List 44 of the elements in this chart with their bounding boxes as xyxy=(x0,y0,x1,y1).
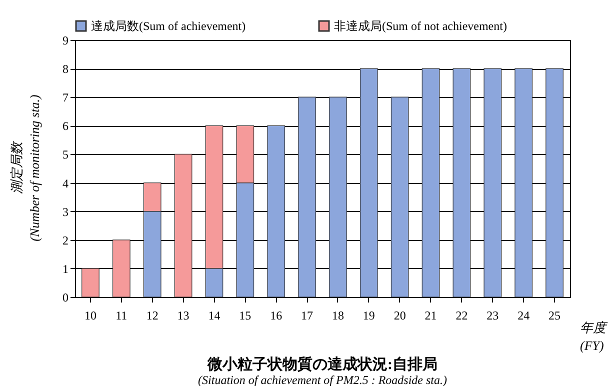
x-tick-label: 11 xyxy=(116,308,128,322)
y-tick-label: 4 xyxy=(62,176,68,190)
y-axis-title: 測定局数 (Number of monitoring sta.) xyxy=(9,94,42,242)
bar xyxy=(82,268,100,298)
y-tick-label: 1 xyxy=(62,262,68,276)
y-tick-label: 5 xyxy=(62,148,68,162)
bar xyxy=(267,125,286,298)
x-tick-label: 24 xyxy=(518,308,530,322)
x-tick-label: 23 xyxy=(486,308,499,322)
x-tick-label: 15 xyxy=(239,308,252,322)
y-tick-label: 9 xyxy=(62,34,68,48)
bar xyxy=(174,154,192,298)
legend-label: 達成局数(Sum of achievement) xyxy=(91,19,246,33)
x-axis-title: 年度 (FY) xyxy=(580,320,608,353)
bar xyxy=(112,240,130,298)
bar xyxy=(546,68,564,298)
bar xyxy=(329,96,347,298)
y-tick-label: 2 xyxy=(62,233,68,248)
bar xyxy=(390,96,409,298)
y-tick-label: 0 xyxy=(62,290,68,304)
x-tick-label: 19 xyxy=(362,308,375,322)
y-tick-label: 3 xyxy=(62,204,68,219)
x-tick-label: 13 xyxy=(177,308,190,322)
bar xyxy=(452,68,471,298)
x-tick-label: 25 xyxy=(548,308,561,322)
y-tick-label: 7 xyxy=(62,90,68,105)
x-tick-label: 16 xyxy=(270,308,282,322)
bar xyxy=(422,68,440,298)
x-tick-label: 17 xyxy=(301,308,314,322)
x-tick-label: 18 xyxy=(332,308,344,322)
x-tick-label: 21 xyxy=(424,308,437,322)
text: 微小粒子状物質の達成状況:自排局 xyxy=(206,355,438,373)
x-tick-label: 10 xyxy=(84,308,96,322)
legend-label: 非達成局(Sum of not achievement) xyxy=(334,19,507,33)
bar xyxy=(484,68,502,298)
x-tick-label: 22 xyxy=(456,308,468,322)
x-tick-label: 12 xyxy=(146,308,158,322)
bar xyxy=(514,68,533,298)
y-tick-label: 8 xyxy=(62,62,68,76)
x-tick-label: 20 xyxy=(394,308,406,322)
bar xyxy=(360,68,378,298)
x-tick-label: 14 xyxy=(208,308,220,322)
y-tick-label: 6 xyxy=(62,119,68,134)
bar xyxy=(298,96,316,298)
